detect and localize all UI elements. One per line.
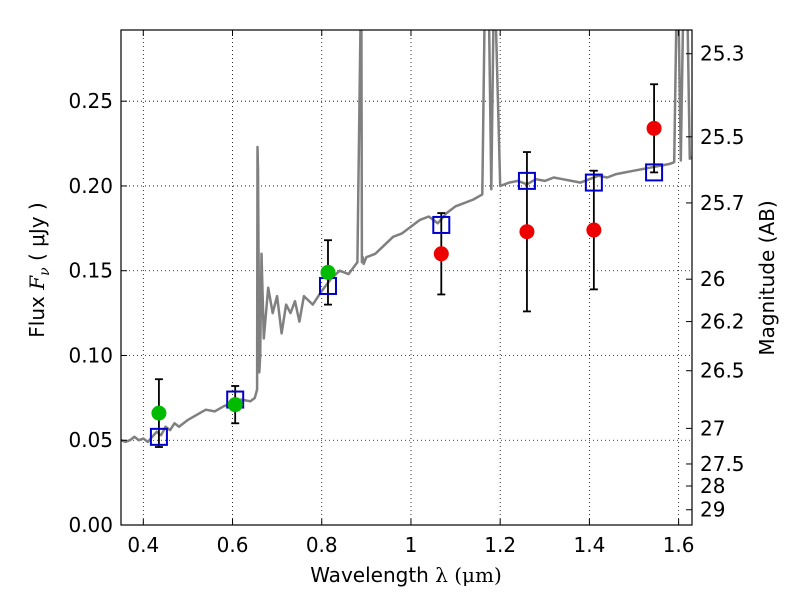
axis-labels: Wavelength λ (μm) Flux Fν ( μJy ) Magnitud… (25, 200, 779, 587)
mag-tick-label: 27.5 (700, 452, 745, 476)
ticks: 0.4 0.6 0.8 1 1.2 1.4 1.6 0.00 0.05 0.10 0.15 0.20 0… (68, 30, 745, 557)
observed-point (320, 264, 336, 280)
model-photometry-point (645, 163, 664, 182)
model-photometry-point (149, 427, 168, 446)
observed-point (519, 224, 535, 240)
mag-tick-label: 26.5 (700, 359, 745, 383)
model-photometry-point (517, 171, 536, 190)
observed-point (151, 405, 167, 421)
y-axis-label: Flux Fν ( μJy ) (25, 202, 53, 337)
observed-point (433, 246, 449, 262)
model-photometry-point (584, 173, 603, 192)
mag-tick-label: 25.3 (700, 42, 745, 66)
x-tick-label: 1.6 (663, 533, 695, 557)
y-tick-label: 0.15 (68, 259, 113, 283)
mag-tick-label: 29 (700, 498, 725, 522)
y-axis-label-symbol: F (25, 275, 49, 291)
x-tick-label: 1.2 (484, 533, 516, 557)
mag-tick-label: 25.5 (700, 125, 745, 149)
mag-tick-label: 27 (700, 416, 725, 440)
x-tick-label: 0.8 (306, 533, 338, 557)
y-tick-label: 0.00 (68, 513, 113, 537)
model-photometry-point (432, 215, 451, 234)
grid (121, 30, 692, 526)
observed-point (646, 120, 662, 136)
mag-tick-label: 26.2 (700, 310, 745, 334)
y-axis-label-text: Flux (25, 290, 49, 338)
model-spectrum-line (121, 30, 692, 444)
x-tick-label: 1.4 (573, 533, 605, 557)
y-axis-label-unit: ( μJy ) (25, 202, 49, 267)
y2-axis-label: Magnitude (AB) (755, 200, 779, 355)
y-tick-label: 0.10 (68, 343, 113, 367)
observed-point (227, 397, 243, 413)
plot-data (121, 30, 692, 448)
x-tick-label: 0.4 (127, 533, 159, 557)
plot-frame (120, 29, 693, 526)
x-axis-label-text: Wavelength (310, 563, 435, 587)
y-tick-label: 0.05 (68, 428, 113, 452)
x-tick-label: 1 (405, 533, 418, 557)
mag-tick-label: 26 (700, 267, 725, 291)
mag-tick-label: 25.7 (700, 191, 745, 215)
y-tick-label: 0.20 (68, 174, 113, 198)
x-tick-label: 0.6 (217, 533, 249, 557)
observed-point (586, 222, 602, 238)
y-tick-label: 0.25 (68, 89, 113, 113)
x-axis-label: Wavelength λ (μm) (310, 563, 502, 587)
mag-tick-label: 28 (700, 474, 725, 498)
x-axis-label-math: λ (μm) (435, 563, 502, 587)
y-axis-label-subscript: ν (37, 267, 53, 276)
